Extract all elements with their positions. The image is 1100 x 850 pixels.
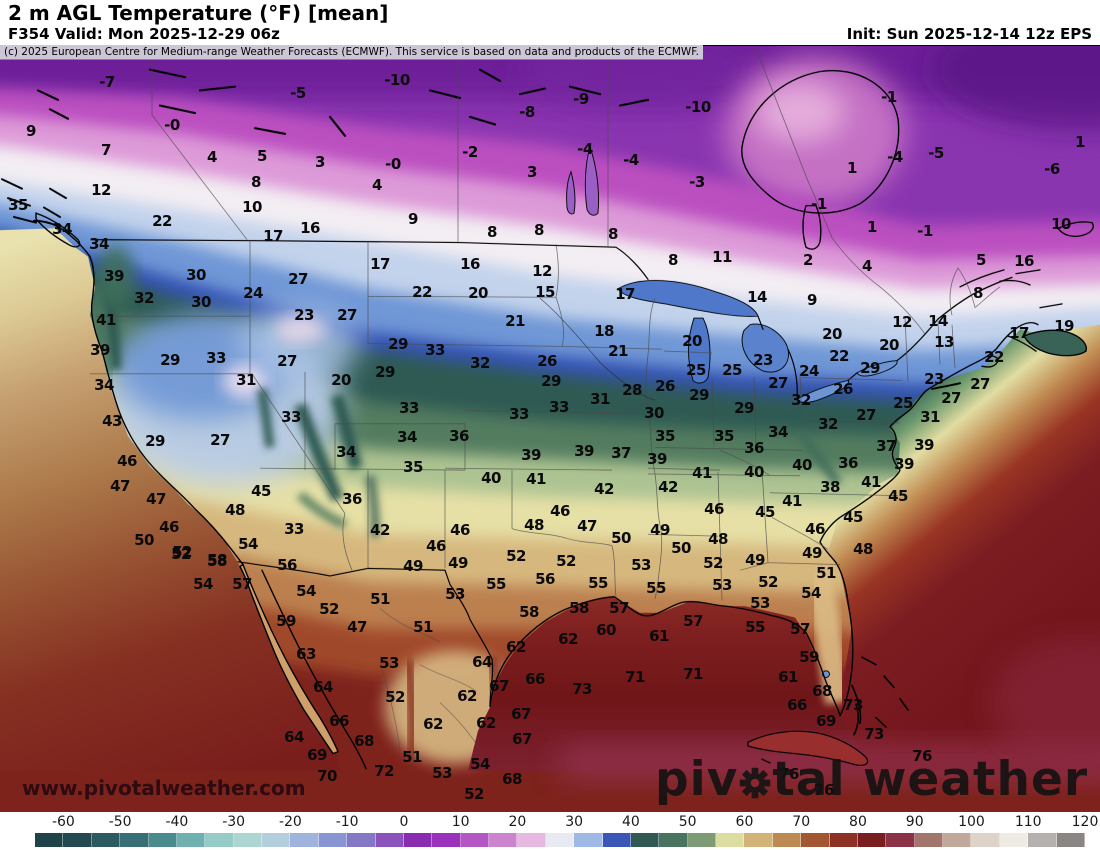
temperature-field [0, 46, 1100, 813]
state-borders [90, 46, 1001, 750]
copyright-bar: (c) 2025 European Centre for Medium-rang… [0, 45, 703, 60]
map-canvas [0, 46, 1100, 813]
colorbar-tick: -10 [335, 814, 359, 830]
colorbar-segment [914, 833, 943, 847]
colorbar-segment [318, 833, 348, 847]
colorbar-tick: 80 [849, 814, 867, 830]
colorbar-tick: 0 [399, 814, 409, 830]
colorbar-segment [176, 833, 206, 847]
logo-text-part2: tal weather [772, 752, 1088, 807]
gear-icon [740, 767, 771, 798]
colorbar-segment [772, 833, 802, 847]
colorbar-segment [120, 833, 149, 847]
colorbar-segment [886, 833, 915, 847]
colorbar-tick: 20 [508, 814, 527, 830]
colorbar-tick: 100 [958, 814, 985, 830]
page-title: 2 m AGL Temperature (°F) [mean] [8, 1, 389, 25]
colorbar-segment [630, 833, 660, 847]
colorbar-segment [999, 833, 1029, 847]
colorbar-tick: -30 [222, 814, 246, 830]
colorbar-segment [375, 833, 404, 847]
colorbar-segment [517, 833, 546, 847]
colorbar-tick: 10 [451, 814, 470, 830]
colorbar-tick: 70 [792, 814, 811, 830]
colorbar-segment [63, 833, 92, 847]
colorbar-segment [403, 833, 433, 847]
colorbar-tick: 30 [565, 814, 584, 830]
colorbar-segment [460, 833, 489, 847]
colorbar-segment [602, 833, 631, 847]
colorbar-segment [801, 833, 830, 847]
coastlines [1, 68, 1094, 770]
colorbar-segment [347, 833, 376, 847]
valid-time: F354 Valid: Mon 2025-12-29 06z [8, 25, 280, 43]
colorbar-tick: 60 [735, 814, 754, 830]
colorbar-tick: 110 [1014, 814, 1042, 830]
colorbar-segment [857, 833, 887, 847]
colorbar-segment [91, 833, 121, 847]
colorbar-segment [432, 833, 461, 847]
colorbar-tick-labels: -60 -50 -40 -30 -20 -10 0 10 20 30 40 50 60 70 80 90 100… [0, 814, 1100, 832]
colorbar-tick: 120 [1071, 814, 1099, 830]
colorbar-segment [290, 833, 319, 847]
colorbar-segment [659, 833, 688, 847]
colorbar-segment [716, 833, 745, 847]
pivotal-weather-logo: piv tal weather [655, 752, 1088, 807]
pacific-ocean [0, 228, 340, 771]
colorbar-tick: -50 [108, 814, 132, 830]
logo-text-part1: piv [654, 752, 739, 807]
colorbar-tick: 50 [678, 814, 697, 830]
colorbar-segment [489, 833, 518, 847]
temperature-map [0, 45, 1100, 815]
colorbar-segment [35, 833, 64, 847]
colorbar-segment [233, 833, 262, 847]
colorbar-segment [148, 833, 177, 847]
init-time: Init: Sun 2025-12-14 12z EPS [846, 25, 1092, 43]
gulf-of-mexico [468, 596, 870, 771]
colorbar-segment [943, 833, 972, 847]
colorbar-segment [1028, 833, 1057, 847]
colorbar-tick: 40 [622, 814, 640, 830]
colorbar-tick: 90 [905, 814, 924, 830]
colorbar-segment [829, 833, 858, 847]
colorbar-gradient [35, 833, 1085, 847]
colorbar-segment [545, 833, 575, 847]
watermark-url: www.pivotalweather.com [22, 776, 306, 800]
colorbar-segment [262, 833, 291, 847]
colorbar-segment [574, 833, 603, 847]
colorbar: -60 -50 -40 -30 -20 -10 0 10 20 30 40 50 60 70 80 90 100… [0, 812, 1100, 850]
colorbar-tick: -60 [51, 814, 75, 830]
mountain-cold-streaks [102, 281, 843, 538]
colorbar-tick: -40 [165, 814, 189, 830]
colorbar-segment [687, 833, 716, 847]
colorbar-segment [744, 833, 773, 847]
colorbar-tick: -20 [278, 814, 302, 830]
colorbar-segment [1056, 833, 1085, 847]
colorbar-segment [205, 833, 234, 847]
colorbar-segment [971, 833, 1000, 847]
